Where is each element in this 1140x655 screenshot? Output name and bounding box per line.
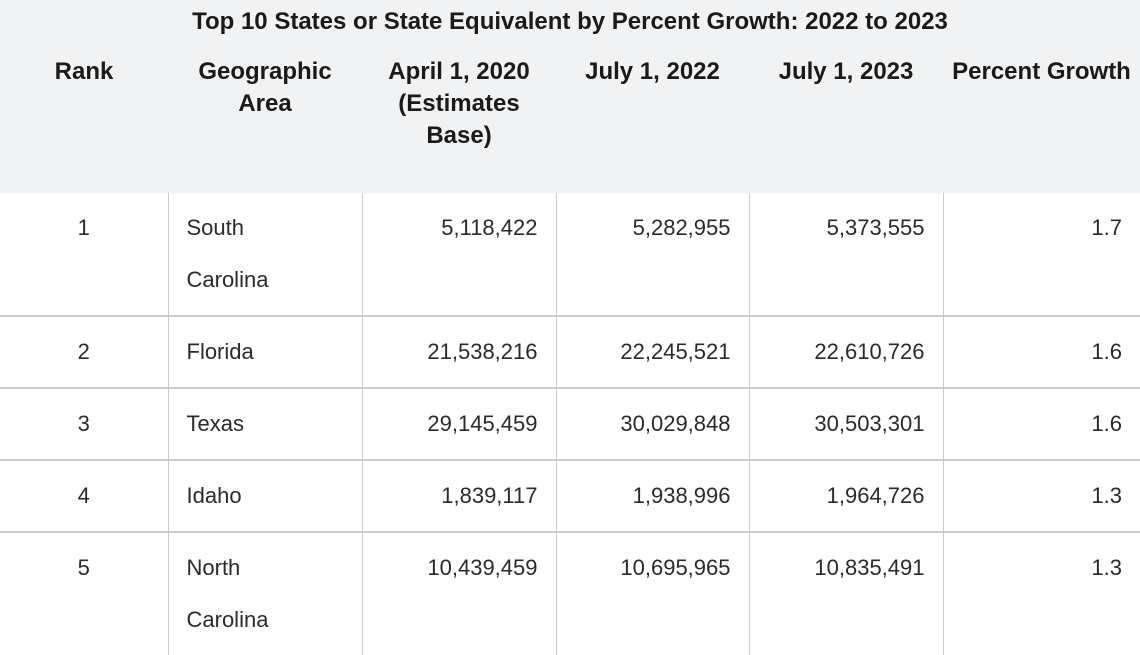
area-cell: North Carolina (167, 531, 362, 655)
july-2023-cell: 1,964,726 (748, 459, 943, 532)
header-geographic-area: Geographic Area (198, 58, 332, 117)
percent-growth-cell: 1.6 (942, 387, 1140, 460)
percent-growth-cell: 1.3 (942, 459, 1140, 532)
july-2022-cell: 1,938,996 (555, 459, 749, 532)
table-row: 5 North Carolina 10,439,459 10,695,965 10,83… (0, 531, 1140, 655)
july-2023-cell: 22,610,726 (748, 315, 943, 388)
rank-cell: 1 (77, 215, 90, 240)
table-row: 3 Texas 29,145,459 30,029,848 30,503,301 1.6 (0, 387, 1140, 460)
area-cell: Florida (167, 315, 362, 388)
april-2020-cell: 1,839,117 (361, 459, 556, 532)
area-cell: Texas (167, 387, 362, 460)
rank-cell: 3 (0, 387, 168, 460)
july-2022-cell: 22,245,521 (555, 315, 749, 388)
header-row: Rank Geographic Area April 1, 2020 (Esti… (0, 0, 1140, 193)
table-title: Top 10 States or State Equivalent by Per… (192, 8, 948, 35)
table-row: 2 Florida 21,538,216 22,245,521 22,610,726 1.… (0, 315, 1140, 388)
table-row: 4 Idaho 1,839,117 1,938,996 1,964,726 1.3 (0, 459, 1140, 532)
rank-cell: 5 (0, 531, 168, 655)
july-2022-cell: 10,695,965 (555, 531, 749, 655)
table-row: 1 South Carolina 5,118,422 5,282,955 5,373,5… (0, 193, 1140, 316)
rank-cell: 2 (0, 315, 168, 388)
header-percent-growth: Percent Growth (952, 58, 1131, 85)
april-2020-cell: 21,538,216 (361, 315, 556, 388)
july-2022-cell: 5,282,955 (555, 193, 749, 316)
table-header-background: Top 10 States or State Equivalent by Per… (0, 0, 1140, 193)
july-2023-cell: 10,835,491 (748, 531, 943, 655)
july-2023-cell: 30,503,301 (748, 387, 943, 460)
percent-growth-cell: 1.3 (942, 531, 1140, 655)
july-2022-cell: 30,029,848 (555, 387, 749, 460)
april-2020-cell: 29,145,459 (361, 387, 556, 460)
april-2020-cell: 10,439,459 (361, 531, 556, 655)
header-july-2023: July 1, 2023 (778, 58, 914, 85)
header-rank: Rank (54, 58, 114, 85)
rank-cell: 4 (0, 459, 168, 532)
header-april-2020: April 1, 2020 (Estimates Base) (388, 58, 530, 149)
area-cell: Idaho (167, 459, 362, 532)
april-2020-cell: 5,118,422 (361, 193, 556, 316)
area-cell: South Carolina (167, 193, 362, 316)
percent-growth-cell: 1.6 (942, 315, 1140, 388)
july-2023-cell: 5,373,555 (748, 193, 943, 316)
percent-growth-cell: 1.7 (942, 193, 1140, 316)
header-july-2022: July 1, 2022 (585, 58, 720, 85)
